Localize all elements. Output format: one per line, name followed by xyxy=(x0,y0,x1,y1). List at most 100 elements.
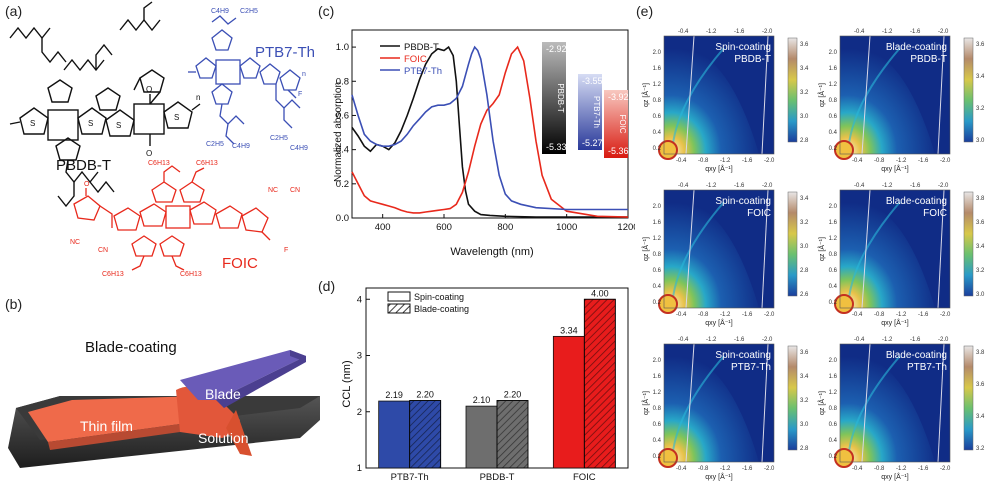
giwaxs-colorbar-tick: 2.8 xyxy=(800,268,809,274)
giwaxs-y-tick: 0.2 xyxy=(829,300,838,306)
energy-bar-pbdbt xyxy=(542,42,566,154)
giwaxs-colorbar xyxy=(963,37,974,143)
giwaxs-top-tick: -1.6 xyxy=(910,337,921,343)
giwaxs-bottom-tick: -1.2 xyxy=(896,312,907,318)
giwaxs-line-2 xyxy=(761,35,769,155)
giwaxs-line-2 xyxy=(937,189,945,309)
foic-atom-cn-right: CN xyxy=(290,187,300,194)
giwaxs-y-tick: 1.2 xyxy=(829,236,838,242)
giwaxs-top-tick: -0.4 xyxy=(854,337,865,343)
ccl-legend: Spin-coating Blade-coating xyxy=(387,291,469,314)
giwaxs-top-tick: -1.2 xyxy=(882,183,893,189)
giwaxs-colorbar-tick: 3.4 xyxy=(800,196,809,202)
giwaxs-colorbar xyxy=(787,191,798,297)
foic-atom-f: F xyxy=(284,247,288,254)
giwaxs-colorbar-tick: 3.2 xyxy=(800,220,809,226)
foic-sub-c6h13-3: C6H13 xyxy=(102,271,124,278)
giwaxs-top-tick: -1.2 xyxy=(706,183,717,189)
giwaxs-y-label: qz [Å⁻¹] xyxy=(817,83,826,107)
giwaxs-x-label: qxy [Å⁻¹] xyxy=(881,164,908,173)
giwaxs-top-tick: -1.2 xyxy=(882,29,893,35)
foic-atom-nc-right: NC xyxy=(268,187,278,194)
ptb7th-sub-c2h5-left: C2H5 xyxy=(206,141,224,148)
giwaxs-colorbar-tick: 3.4 xyxy=(800,66,809,72)
panel-label-e: (e) xyxy=(636,3,654,19)
ptb7th-sub-c4h9: C4H9 xyxy=(211,8,229,15)
giwaxs-y-tick: 0.2 xyxy=(653,454,662,460)
giwaxs-bottom-tick: -2.0 xyxy=(764,312,775,318)
giwaxs-y-tick: 1.6 xyxy=(829,374,838,380)
giwaxs-y-tick: 0.6 xyxy=(653,114,662,120)
pbdbt-lumo: -2.92 xyxy=(546,44,567,54)
ccl-y-tick-label: 4 xyxy=(357,294,362,305)
ccl-category-label: FOIC xyxy=(573,472,596,483)
giwaxs-y-tick: 1.6 xyxy=(829,66,838,72)
absorption-series-foic xyxy=(351,45,629,218)
giwaxs-colorbar-tick: 2.8 xyxy=(800,446,809,452)
panel-label-c: (c) xyxy=(318,3,335,19)
blade-label: Blade xyxy=(205,386,241,402)
foic-atom-o1: O xyxy=(84,181,90,188)
pbdbt-atom-s4: S xyxy=(174,113,179,122)
giwaxs-y-tick: 2.0 xyxy=(829,358,838,364)
giwaxs-top-tick: -1.6 xyxy=(734,183,745,189)
giwaxs-top-tick: -0.4 xyxy=(854,183,865,189)
giwaxs-colorbar xyxy=(787,345,798,451)
giwaxs-y-tick: 0.8 xyxy=(653,406,662,412)
giwaxs-colorbar-tick: 3.6 xyxy=(976,220,985,226)
pbdbt-atom-o1: O xyxy=(146,85,152,94)
giwaxs-y-tick: 0.4 xyxy=(829,438,838,444)
giwaxs-top-tick: -0.4 xyxy=(678,183,689,189)
foic-homo: -5.36 xyxy=(608,146,629,156)
giwaxs-top-tick: -2.0 xyxy=(762,183,773,189)
ccl-value-label: 3.34 xyxy=(560,325,578,335)
giwaxs-top-tick: -1.2 xyxy=(882,337,893,343)
absorption-y-tick-label: 0.6 xyxy=(336,110,349,121)
giwaxs-center-spot xyxy=(834,140,854,160)
panel-label-d: (d) xyxy=(318,278,336,294)
giwaxs-x-label: qxy [Å⁻¹] xyxy=(705,164,732,173)
giwaxs-y-label: qz [Å⁻¹] xyxy=(641,391,650,415)
foic-structure xyxy=(73,165,271,271)
giwaxs-colorbar-tick: 3.6 xyxy=(800,42,809,48)
absorption-y-tick-label: 0.2 xyxy=(336,179,349,190)
pbdbt-structure xyxy=(9,1,201,208)
ccl-y-axis-label: CCL (nm) xyxy=(341,360,353,407)
pbdbt-atom-s1: S xyxy=(30,119,35,128)
giwaxs-line-2 xyxy=(761,189,769,309)
giwaxs-y-label: qz [Å⁻¹] xyxy=(641,237,650,261)
giwaxs-bottom-tick: -1.6 xyxy=(742,158,753,164)
legend-blade-swatch xyxy=(387,303,411,314)
giwaxs-bottom-tick: -0.4 xyxy=(852,158,863,164)
ccl-bar-hatch xyxy=(583,298,616,469)
giwaxs-colorbar-tick: 3.8 xyxy=(976,350,985,356)
giwaxs-material-label: FOIC xyxy=(923,208,947,219)
giwaxs-x-label: qxy [Å⁻¹] xyxy=(881,472,908,481)
giwaxs-method-label: Blade-coating xyxy=(886,42,947,53)
ptb7th-sub-c4h9-right: C4H9 xyxy=(290,145,308,152)
giwaxs-y-tick: 0.8 xyxy=(829,252,838,258)
giwaxs-colorbar-tick: 3.0 xyxy=(800,422,809,428)
giwaxs-bottom-tick: -1.6 xyxy=(742,466,753,472)
giwaxs-colorbar xyxy=(963,345,974,451)
giwaxs-material-label: PBDB-T xyxy=(734,54,771,65)
giwaxs-bottom-tick: -2.0 xyxy=(940,312,951,318)
giwaxs-method-label: Spin-coating xyxy=(715,42,771,53)
absorption-legend: PBDB-T FOIC PTB7-Th xyxy=(380,42,442,77)
absorption-y-tick-label: 1.0 xyxy=(336,42,349,53)
giwaxs-colorbar-tick: 3.6 xyxy=(976,382,985,388)
foic-label: FOIC xyxy=(222,255,258,272)
legend-spin-swatch xyxy=(387,291,411,302)
giwaxs-y-label: qz [Å⁻¹] xyxy=(817,237,826,261)
giwaxs-bottom-tick: -1.6 xyxy=(918,466,929,472)
schematic-title: Blade-coating xyxy=(85,339,177,356)
giwaxs-colorbar-tick: 3.6 xyxy=(800,350,809,356)
inset-label-ptb7th: PTB7-Th xyxy=(592,96,601,128)
legend-ptb7th: PTB7-Th xyxy=(404,66,442,77)
giwaxs-colorbar-tick: 2.8 xyxy=(800,138,809,144)
giwaxs-frame xyxy=(663,189,775,309)
giwaxs-colorbar-tick: 3.2 xyxy=(800,90,809,96)
